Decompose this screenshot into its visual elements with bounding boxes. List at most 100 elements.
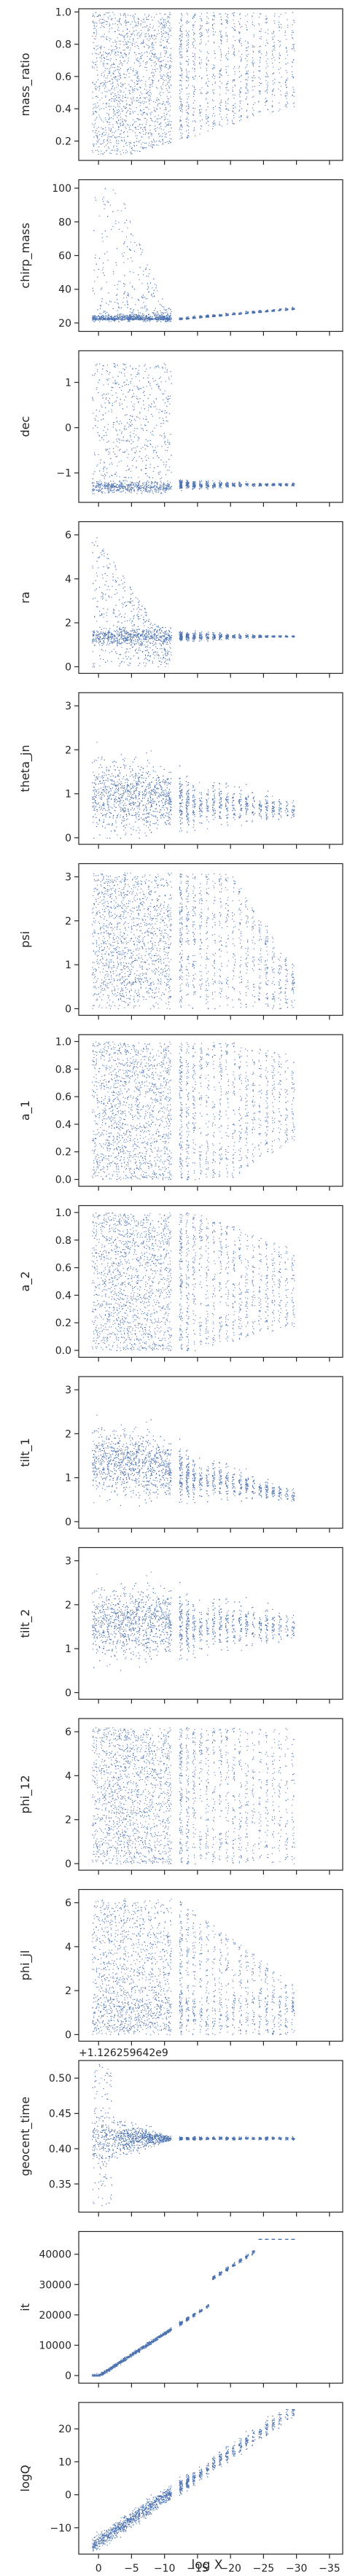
scatter-point <box>117 128 119 130</box>
scatter-point <box>200 67 201 69</box>
scatter-point <box>141 114 143 116</box>
scatter-point <box>234 54 236 55</box>
scatter-point <box>193 64 195 66</box>
scatter-point <box>102 103 104 104</box>
scatter-point <box>164 117 166 118</box>
scatter-point <box>247 14 249 15</box>
scatter-point <box>192 114 194 116</box>
scatter-point <box>260 90 261 92</box>
scatter-point <box>188 39 190 41</box>
scatter-point <box>157 314 158 316</box>
scatter-point <box>155 38 157 39</box>
scatter-point <box>132 125 133 126</box>
scatter-point <box>123 14 125 15</box>
scatter-point <box>227 119 228 120</box>
scatter-point <box>164 136 166 138</box>
scatter-point <box>115 223 117 225</box>
scatter-point <box>187 50 188 51</box>
scatter-point <box>287 25 289 26</box>
scatter-point <box>143 39 144 41</box>
scatter-point <box>179 93 181 95</box>
scatter-point <box>96 112 97 113</box>
scatter-point <box>123 132 125 133</box>
scatter-point <box>95 62 96 63</box>
scatter-point <box>233 104 235 106</box>
scatter-point <box>141 124 143 125</box>
scatter-point <box>112 132 113 133</box>
scatter-point <box>259 82 260 83</box>
scatter-point <box>192 67 193 69</box>
scatter-point <box>162 104 163 105</box>
scatter-point <box>109 316 111 317</box>
scatter-point <box>160 128 162 130</box>
scatter-point <box>164 109 166 111</box>
scatter-point <box>254 102 256 104</box>
scatter-point <box>109 23 110 25</box>
scatter-point <box>124 52 125 54</box>
scatter-point <box>169 313 171 314</box>
scatter-point <box>109 118 110 120</box>
scatter-point <box>293 45 295 47</box>
scatter-point <box>129 319 131 320</box>
scatter-point <box>94 16 96 17</box>
scatter-point <box>136 84 138 85</box>
y-tick-label: 0.8 <box>55 39 71 51</box>
scatter-point <box>253 104 254 105</box>
scatter-point <box>252 312 254 314</box>
scatter-point <box>165 19 166 20</box>
scatter-point <box>144 52 146 53</box>
scatter-point <box>108 18 109 20</box>
scatter-point <box>234 112 236 114</box>
scatter-point <box>103 201 104 202</box>
scatter-point <box>182 127 183 128</box>
scatter-point <box>168 308 169 309</box>
scatter-point <box>180 29 182 31</box>
scatter-point <box>179 101 181 102</box>
scatter-point <box>147 317 148 319</box>
scatter-point <box>161 318 163 319</box>
scatter-point <box>179 120 181 121</box>
scatter-point <box>117 83 118 85</box>
scatter-point <box>273 72 275 74</box>
scatter-point <box>106 236 108 238</box>
scatter-point <box>166 46 167 47</box>
scatter-point <box>117 24 118 26</box>
scatter-point <box>234 29 236 31</box>
scatter-point <box>265 79 267 81</box>
scatter-point <box>233 114 234 116</box>
scatter-point <box>199 36 201 38</box>
scatter-point <box>284 32 286 34</box>
scatter-point <box>253 115 254 117</box>
scatter-point <box>180 104 182 106</box>
scatter-point <box>106 112 108 114</box>
scatter-point <box>138 141 139 142</box>
scatter-point <box>120 319 122 321</box>
scatter-point <box>207 314 209 316</box>
scatter-point <box>147 93 148 95</box>
scatter-series-mass_ratio <box>92 12 295 155</box>
scatter-point <box>160 61 162 63</box>
scatter-point <box>165 119 166 120</box>
scatter-point <box>239 109 241 111</box>
scatter-point <box>152 79 153 81</box>
scatter-point <box>142 249 144 251</box>
scatter-point <box>168 318 169 319</box>
scatter-point <box>285 104 287 105</box>
scatter-point <box>112 66 114 68</box>
scatter-point <box>122 152 124 154</box>
scatter-point <box>122 125 124 126</box>
scatter-point <box>187 130 189 131</box>
scatter-point <box>106 56 107 58</box>
scatter-point <box>122 149 123 151</box>
scatter-point <box>163 308 165 310</box>
scatter-point <box>144 133 146 135</box>
scatter-point <box>168 66 170 67</box>
scatter-point <box>266 90 268 92</box>
scatter-point <box>280 90 281 92</box>
scatter-point <box>152 144 154 146</box>
scatter-point <box>143 112 144 114</box>
scatter-point <box>152 82 153 83</box>
scatter-point <box>104 20 105 21</box>
scatter-point <box>145 318 147 319</box>
scatter-point <box>140 91 141 93</box>
